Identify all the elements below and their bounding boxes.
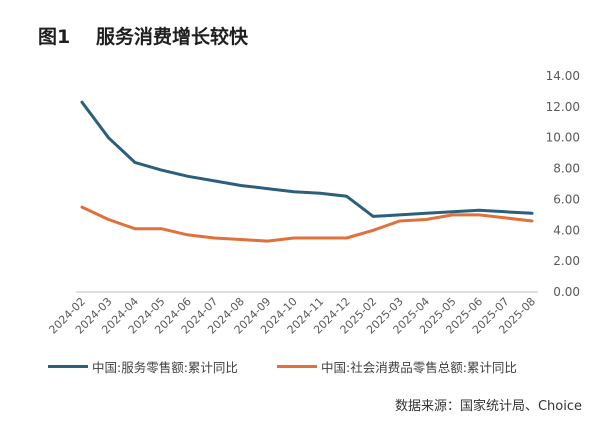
legend-label-service-retail: 中国:服务零售额:累计同比: [92, 360, 238, 375]
y-tick-label: 10.00: [546, 131, 580, 145]
chart-title: 服务消费增长较快: [96, 26, 249, 48]
y-axis-ticks: 0.00 2.00 4.00 6.00 8.00 10.00 12.00 14.00: [546, 69, 580, 299]
legend-swatch-consumer-goods-retail: [277, 365, 317, 368]
legend-item-consumer-goods-retail: 中国:社会消费品零售总额:累计同比: [277, 357, 517, 376]
source-note: 数据来源：国家统计局、Choice: [394, 399, 582, 414]
y-tick-label: 14.00: [546, 69, 580, 83]
y-tick-label: 2.00: [553, 254, 580, 268]
y-tick-label: 6.00: [553, 192, 580, 206]
series-lines: [80, 100, 534, 243]
legend-label-consumer-goods-retail: 中国:社会消费品零售总额:累计同比: [321, 360, 517, 375]
legend-swatch-service-retail: [48, 365, 88, 368]
legend-item-service-retail: 中国:服务零售额:累计同比: [48, 357, 238, 376]
y-tick-label: 8.00: [553, 162, 580, 176]
series-line-1: [80, 100, 534, 218]
x-axis-ticks: 2024-022024-032024-042024-052024-062024-…: [46, 295, 538, 337]
figure-label: 图1: [38, 26, 71, 48]
y-tick-label: 4.00: [553, 223, 580, 237]
y-tick-label: 0.00: [553, 285, 580, 299]
y-tick-label: 12.00: [546, 100, 580, 114]
series-line-2: [80, 205, 534, 243]
line-chart: 0.00 2.00 4.00 6.00 8.00 10.00 12.00 14.00 2024…: [46, 69, 580, 337]
